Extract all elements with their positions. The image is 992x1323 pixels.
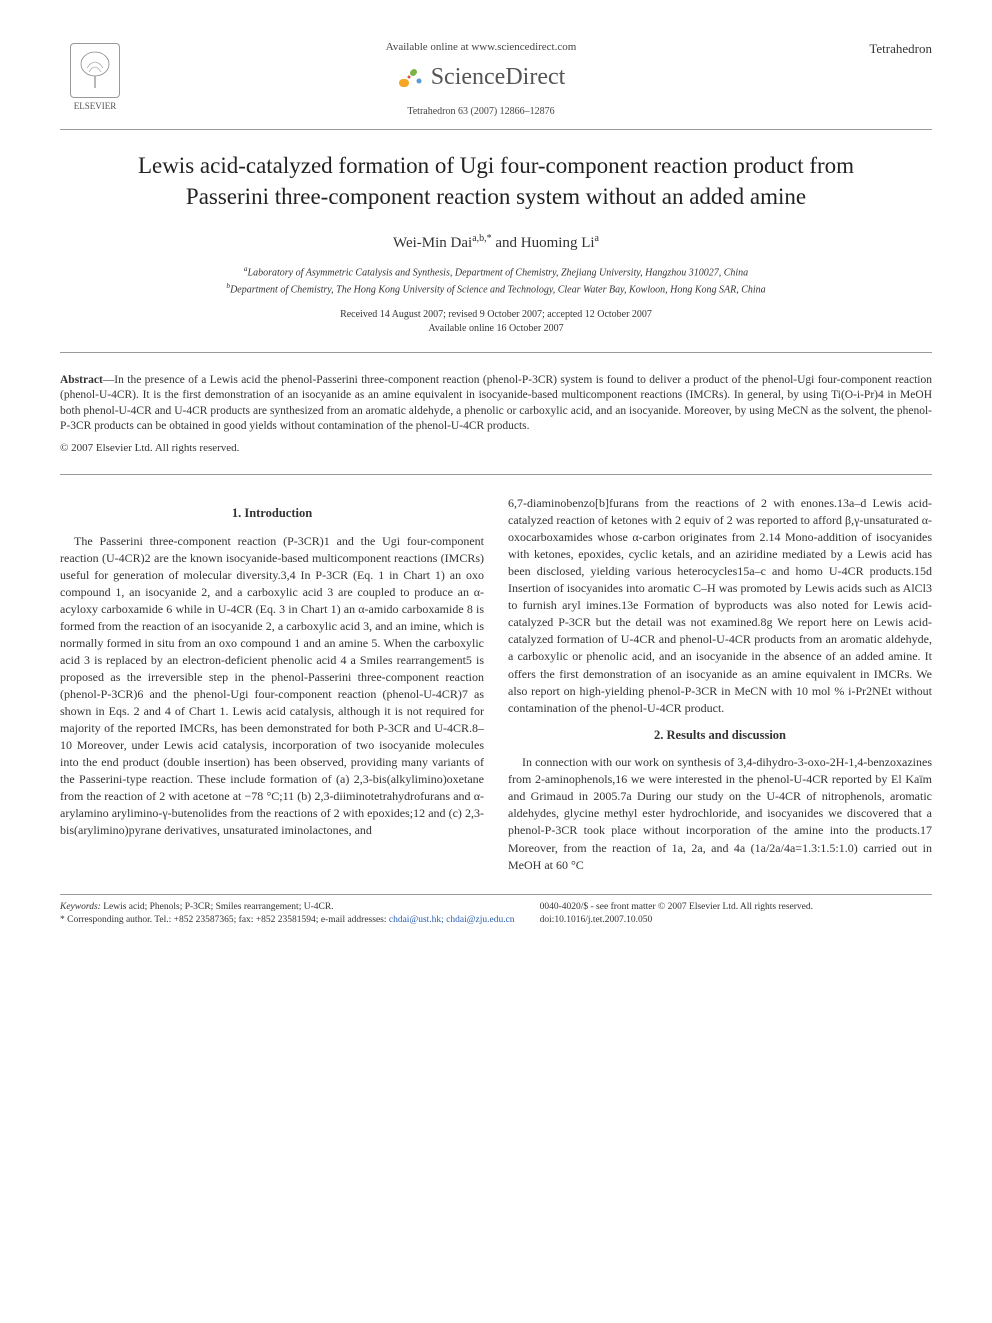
sciencedirect-logo: ScienceDirect [130,61,832,95]
corr-text: Corresponding author. Tel.: +852 2358736… [67,915,389,925]
intro-para-2: 6,7-diaminobenzo[b]furans from the react… [508,495,932,716]
section-1-heading: 1. Introduction [60,505,484,523]
sd-logo-text: ScienceDirect [431,64,566,90]
affil-a-text: Laboratory of Asymmetric Catalysis and S… [248,267,749,278]
section-2-heading: 2. Results and discussion [508,727,932,745]
affil-b: bDepartment of Chemistry, The Hong Kong … [60,281,932,297]
corr-emails[interactable]: chdai@ust.hk; chdai@zju.edu.cn [389,915,515,925]
received-block: Received 14 August 2007; revised 9 Octob… [60,308,932,336]
footer-right: 0040-4020/$ - see front matter © 2007 El… [540,901,932,928]
header-divider [60,129,932,130]
abstract-bottom-divider [60,474,932,475]
header-row: ELSEVIER Available online at www.science… [60,40,932,119]
affiliations: aLaboratory of Asymmetric Catalysis and … [60,264,932,298]
sd-dots-icon [397,67,427,91]
sciencedirect-block: Available online at www.sciencedirect.co… [130,40,832,119]
publisher-name: ELSEVIER [74,100,117,113]
intro-para-1: The Passerini three-component reaction (… [60,533,484,840]
abstract-label: Abstract [60,374,103,386]
affil-a: aLaboratory of Asymmetric Catalysis and … [60,264,932,280]
abstract: Abstract—In the presence of a Lewis acid… [60,373,932,435]
footer: Keywords: Lewis acid; Phenols; P-3CR; Sm… [60,894,932,928]
received-line1: Received 14 August 2007; revised 9 Octob… [60,308,932,322]
available-online-text: Available online at www.sciencedirect.co… [130,40,832,55]
right-column: 6,7-diaminobenzo[b]furans from the react… [508,495,932,879]
elsevier-tree-icon [70,43,120,98]
keywords-label: Keywords: [60,902,101,912]
left-column: 1. Introduction The Passerini three-comp… [60,495,484,879]
abstract-text: —In the presence of a Lewis acid the phe… [60,374,932,433]
copyright: © 2007 Elsevier Ltd. All rights reserved… [60,441,932,456]
journal-name: Tetrahedron [832,40,932,58]
results-para-1: In connection with our work on synthesis… [508,754,932,873]
elsevier-logo: ELSEVIER [60,40,130,115]
keywords-line: Keywords: Lewis acid; Phenols; P-3CR; Sm… [60,901,540,914]
affil-b-text: Department of Chemistry, The Hong Kong U… [230,285,766,296]
keywords-text: Lewis acid; Phenols; P-3CR; Smiles rearr… [101,902,334,912]
corresponding-author: * Corresponding author. Tel.: +852 23587… [60,914,540,927]
doi-line: doi:10.1016/j.tet.2007.10.050 [540,914,932,927]
journal-reference: Tetrahedron 63 (2007) 12866–12876 [130,105,832,119]
body-columns: 1. Introduction The Passerini three-comp… [60,495,932,879]
issn-line: 0040-4020/$ - see front matter © 2007 El… [540,901,932,914]
received-line2: Available online 16 October 2007 [60,322,932,336]
footer-left: Keywords: Lewis acid; Phenols; P-3CR; Sm… [60,901,540,928]
article-title: Lewis acid-catalyzed formation of Ugi fo… [100,150,892,212]
authors: Wei-Min Daia,b,* and Huoming Lia [60,232,932,254]
abstract-top-divider [60,352,932,353]
